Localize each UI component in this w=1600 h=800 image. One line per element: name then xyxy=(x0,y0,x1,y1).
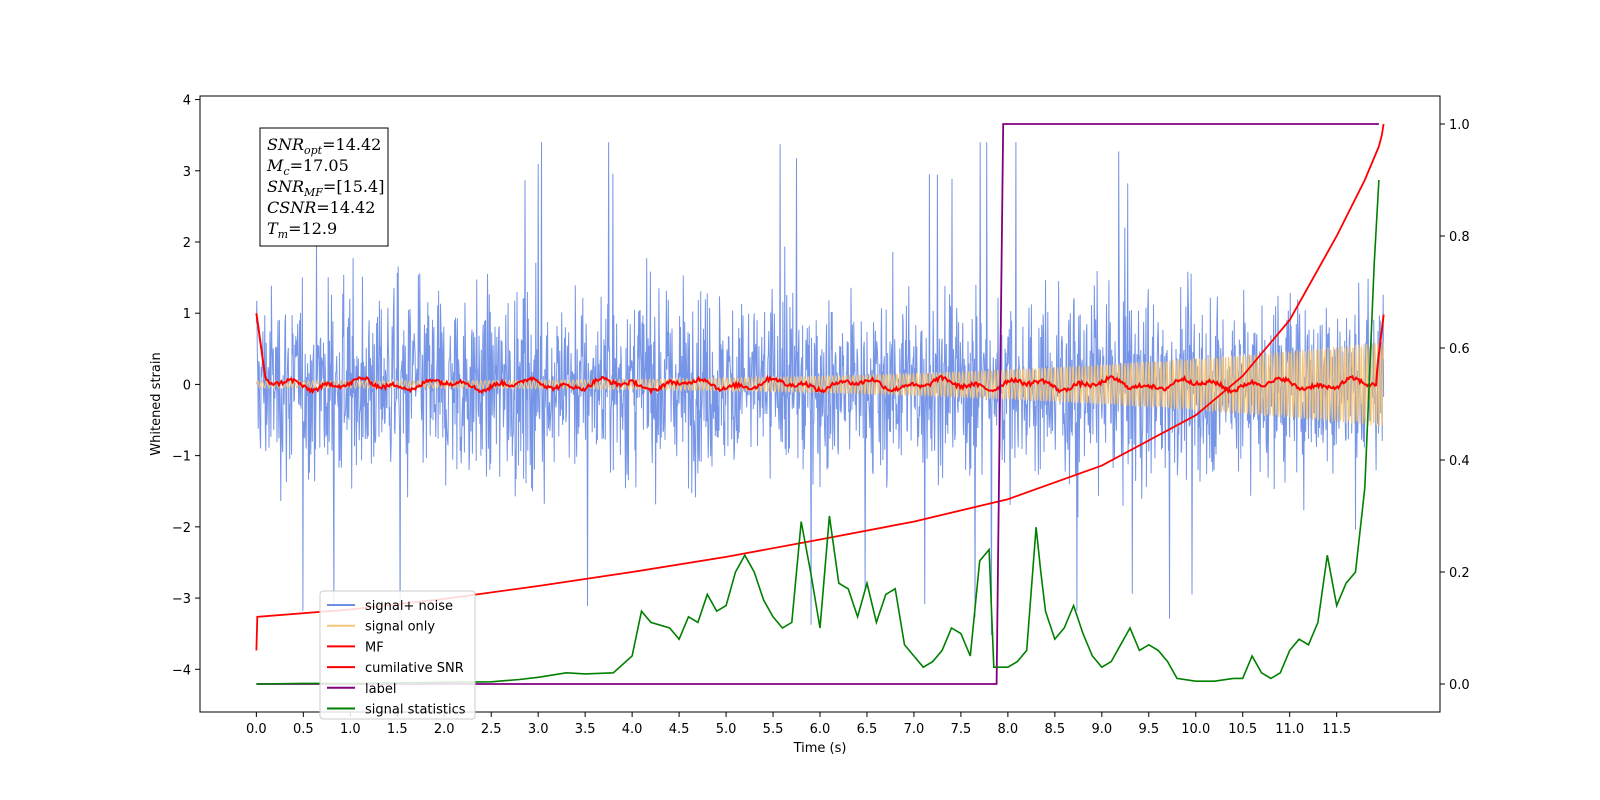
x-axis-label: Time (s) xyxy=(793,741,847,756)
right-y-tick-label: 0.0 xyxy=(1449,678,1470,693)
left-y-tick-label: 4 xyxy=(183,94,191,109)
x-tick-label: 11.5 xyxy=(1322,722,1351,737)
right-y-tick-label: 1.0 xyxy=(1449,118,1470,133)
x-axis-ticks: 0.0 0.5 1.0 1.5 2.0 2.5 3.0 3.5 4.0 4.5 5.0 5.5 6.0 6… xyxy=(246,712,1351,737)
x-tick-label: 3.5 xyxy=(575,722,596,737)
legend-entry: label xyxy=(365,682,396,697)
series-signal-statistics xyxy=(256,179,1380,685)
right-y-tick-label: 0.4 xyxy=(1449,454,1470,469)
x-tick-label: 8.5 xyxy=(1045,722,1066,737)
left-y-tick-label: −2 xyxy=(172,521,191,536)
x-tick-label: 0.0 xyxy=(246,722,267,737)
x-tick-label: 7.5 xyxy=(951,722,972,737)
legend-entry: signal+ noise xyxy=(365,599,453,614)
left-y-tick-label: 2 xyxy=(183,236,191,251)
x-tick-label: 8.0 xyxy=(998,722,1019,737)
left-y-tick-label: 0 xyxy=(183,378,191,393)
right-y-tick-label: 0.8 xyxy=(1449,230,1470,245)
annotation-line: Tm=12.9 xyxy=(267,219,337,241)
left-y-tick-label: −4 xyxy=(172,663,191,678)
x-tick-label: 10.5 xyxy=(1228,722,1257,737)
x-tick-label: 6.0 xyxy=(810,722,831,737)
right-y-tick-label: 0.2 xyxy=(1449,566,1470,581)
legend: signal+ noise signal only MF cumilative SNR… xyxy=(319,590,476,720)
legend-entry: signal statistics xyxy=(365,703,466,718)
x-tick-label: 5.0 xyxy=(716,722,737,737)
x-tick-label: 3.0 xyxy=(528,722,549,737)
x-tick-label: 1.5 xyxy=(387,722,408,737)
series-mf xyxy=(255,313,1385,396)
series-label xyxy=(256,123,1379,685)
x-tick-label: 9.0 xyxy=(1091,722,1112,737)
left-y-axis-ticks: 4 3 2 1 0 −1 −2 −3 −4 xyxy=(172,94,200,678)
legend-entry: MF xyxy=(365,640,384,655)
right-y-tick-label: 0.6 xyxy=(1449,342,1470,357)
x-tick-label: 2.5 xyxy=(481,722,502,737)
x-tick-label: 2.0 xyxy=(434,722,455,737)
x-tick-label: 0.5 xyxy=(293,722,314,737)
x-tick-label: 9.5 xyxy=(1138,722,1159,737)
x-tick-label: 4.5 xyxy=(669,722,690,737)
legend-entry: cumilative SNR xyxy=(365,661,464,676)
legend-entry: signal only xyxy=(365,620,435,635)
right-y-axis-ticks: 1.0 0.8 0.6 0.4 0.2 0.0 xyxy=(1440,118,1470,693)
x-tick-label: 1.0 xyxy=(340,722,361,737)
x-tick-label: 11.0 xyxy=(1275,722,1304,737)
x-tick-label: 5.5 xyxy=(763,722,784,737)
x-tick-label: 4.0 xyxy=(622,722,643,737)
annotation-line: Mc=17.05 xyxy=(266,156,349,178)
annotation-line: SNRMF=[15.4] xyxy=(267,177,384,199)
x-tick-label: 6.5 xyxy=(857,722,878,737)
x-tick-label: 10.0 xyxy=(1181,722,1210,737)
left-y-axis-label: Whitened strain xyxy=(149,352,164,455)
left-y-tick-label: 1 xyxy=(183,307,191,322)
annotation-line: CSNR=14.42 xyxy=(267,198,375,217)
x-tick-label: 7.0 xyxy=(904,722,925,737)
left-y-tick-label: −1 xyxy=(172,450,191,465)
annotation-line: SNRopt=14.42 xyxy=(267,135,381,157)
left-y-tick-label: 3 xyxy=(183,165,191,180)
left-y-tick-label: −3 xyxy=(172,592,191,607)
annotation-box: SNRopt=14.42Mc=17.05SNRMF=[15.4]CSNR=14.… xyxy=(259,127,389,247)
